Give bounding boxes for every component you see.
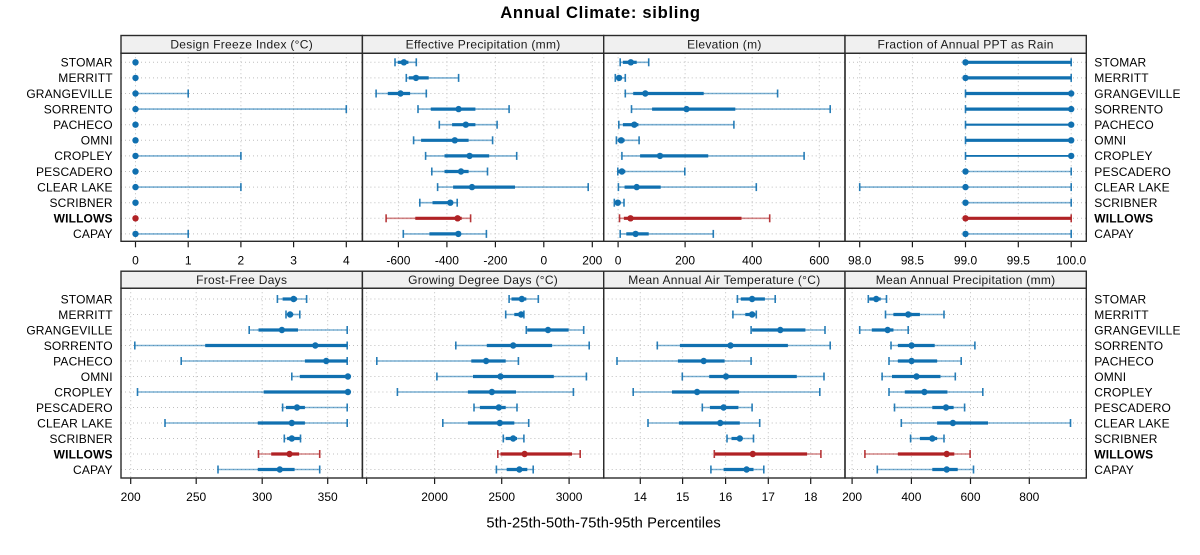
svg-text:SCRIBNER: SCRIBNER [49,432,112,446]
svg-text:-200: -200 [483,253,507,267]
svg-text:PACHECO: PACHECO [53,354,113,368]
svg-text:SORRENTO: SORRENTO [44,102,113,116]
svg-text:17: 17 [762,490,776,504]
svg-text:2: 2 [238,253,245,267]
svg-text:600: 600 [809,253,829,267]
svg-text:STOMAR: STOMAR [61,292,113,306]
svg-text:Elevation (m): Elevation (m) [687,38,762,52]
svg-text:200: 200 [582,253,602,267]
svg-text:OMNI: OMNI [1094,370,1126,384]
svg-text:800: 800 [1019,490,1039,504]
svg-text:PESCADERO: PESCADERO [36,165,113,179]
svg-text:1: 1 [185,253,192,267]
svg-text:STOMAR: STOMAR [61,56,113,70]
svg-text:CLEAR LAKE: CLEAR LAKE [1094,416,1170,430]
svg-text:15: 15 [676,490,690,504]
svg-text:-600: -600 [386,253,410,267]
svg-text:WILLOWS: WILLOWS [1094,212,1153,226]
svg-text:WILLOWS: WILLOWS [54,447,113,461]
svg-text:OMNI: OMNI [81,134,113,148]
svg-text:400: 400 [901,490,921,504]
svg-text:Fraction of Annual PPT as Rain: Fraction of Annual PPT as Rain [877,38,1053,52]
svg-text:CROPLEY: CROPLEY [1094,149,1152,163]
svg-text:SCRIBNER: SCRIBNER [1094,432,1157,446]
svg-text:GRANGEVILLE: GRANGEVILLE [26,87,112,101]
svg-text:Growing Degree Days (°C): Growing Degree Days (°C) [408,273,558,287]
svg-text:PESCADERO: PESCADERO [1094,401,1171,415]
svg-text:OMNI: OMNI [1094,134,1126,148]
svg-text:CAPAY: CAPAY [73,227,113,241]
svg-text:CAPAY: CAPAY [1094,227,1134,241]
svg-text:PESCADERO: PESCADERO [36,401,113,415]
svg-text:200: 200 [842,490,862,504]
svg-text:CAPAY: CAPAY [73,463,113,477]
svg-text:Mean Annual Precipitation (mm): Mean Annual Precipitation (mm) [876,273,1056,287]
svg-text:250: 250 [186,490,206,504]
svg-text:CROPLEY: CROPLEY [54,149,112,163]
svg-text:400: 400 [742,253,762,267]
svg-text:200: 200 [121,490,141,504]
svg-text:MERRITT: MERRITT [58,71,113,85]
svg-text:GRANGEVILLE: GRANGEVILLE [26,323,112,337]
svg-text:0: 0 [132,253,139,267]
svg-text:CLEAR LAKE: CLEAR LAKE [37,180,113,194]
svg-text:GRANGEVILLE: GRANGEVILLE [1094,87,1180,101]
svg-text:SORRENTO: SORRENTO [44,339,113,353]
svg-text:PACHECO: PACHECO [1094,118,1154,132]
svg-text:99.0: 99.0 [954,253,978,267]
svg-text:600: 600 [960,490,980,504]
svg-text:18: 18 [804,490,818,504]
svg-text:Annual Climate: sibling: Annual Climate: sibling [500,3,701,22]
svg-text:3000: 3000 [556,490,583,504]
svg-text:14: 14 [634,490,648,504]
svg-text:2000: 2000 [421,490,448,504]
svg-text:200: 200 [675,253,695,267]
svg-text:STOMAR: STOMAR [1094,56,1146,70]
svg-text:PACHECO: PACHECO [1094,354,1154,368]
svg-text:MERRITT: MERRITT [58,308,113,322]
svg-text:SORRENTO: SORRENTO [1094,102,1163,116]
svg-text:STOMAR: STOMAR [1094,292,1146,306]
svg-text:WILLOWS: WILLOWS [54,212,113,226]
svg-text:98.0: 98.0 [848,253,872,267]
svg-text:100.0: 100.0 [1056,253,1086,267]
svg-text:2500: 2500 [488,490,515,504]
svg-text:CROPLEY: CROPLEY [1094,385,1152,399]
svg-text:-400: -400 [435,253,459,267]
svg-text:CLEAR LAKE: CLEAR LAKE [1094,180,1170,194]
svg-text:Mean Annual Air Temperature (°: Mean Annual Air Temperature (°C) [628,273,820,287]
svg-text:0: 0 [540,253,547,267]
svg-text:GRANGEVILLE: GRANGEVILLE [1094,323,1180,337]
svg-text:SORRENTO: SORRENTO [1094,339,1163,353]
svg-text:CAPAY: CAPAY [1094,463,1134,477]
svg-text:Design Freeze Index (°C): Design Freeze Index (°C) [170,38,313,52]
svg-text:SCRIBNER: SCRIBNER [1094,196,1157,210]
svg-text:Frost-Free Days: Frost-Free Days [196,273,287,287]
svg-text:300: 300 [252,490,272,504]
svg-text:0: 0 [615,253,622,267]
svg-text:WILLOWS: WILLOWS [1094,447,1153,461]
svg-text:CROPLEY: CROPLEY [54,385,112,399]
svg-text:16: 16 [719,490,733,504]
svg-text:OMNI: OMNI [81,370,113,384]
svg-text:99.5: 99.5 [1007,253,1031,267]
svg-text:3: 3 [290,253,297,267]
svg-text:CLEAR LAKE: CLEAR LAKE [37,416,113,430]
svg-text:Effective Precipitation (mm): Effective Precipitation (mm) [406,38,561,52]
svg-text:PACHECO: PACHECO [53,118,113,132]
svg-text:98.5: 98.5 [901,253,925,267]
svg-text:5th-25th-50th-75th-95th Percen: 5th-25th-50th-75th-95th Percentiles [486,515,721,531]
svg-text:4: 4 [343,253,350,267]
svg-text:PESCADERO: PESCADERO [1094,165,1171,179]
svg-text:MERRITT: MERRITT [1094,308,1149,322]
svg-text:MERRITT: MERRITT [1094,71,1149,85]
svg-text:SCRIBNER: SCRIBNER [49,196,112,210]
svg-text:350: 350 [318,490,338,504]
